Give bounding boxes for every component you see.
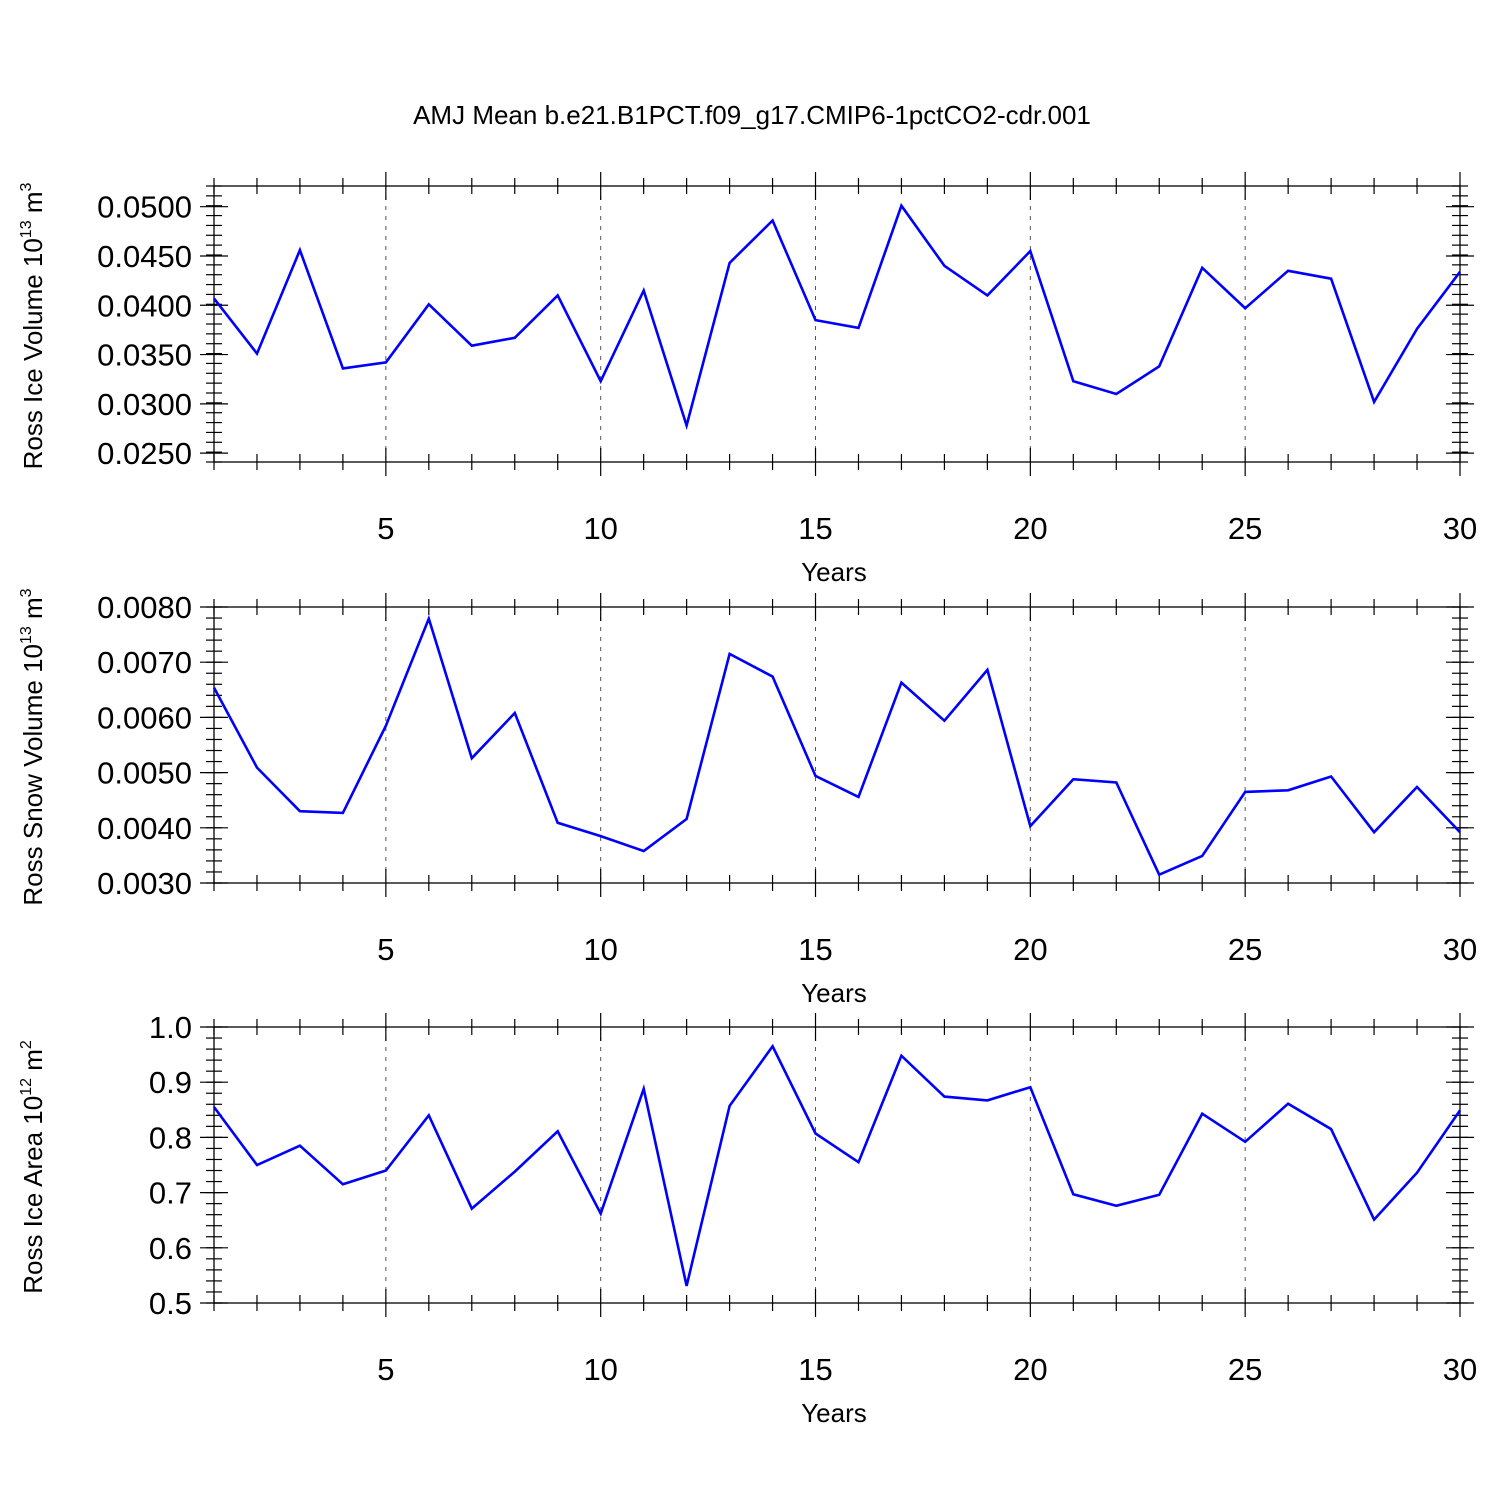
y-tick-label: 0.5 [149,1286,192,1321]
x-tick-label: 5 [377,1352,394,1387]
y-tick-label: 0.0250 [97,436,192,471]
x-tick-label: 20 [1013,932,1047,967]
y-axis-label-unit-exponent: 3 [18,182,35,191]
x-tick-label: 30 [1443,511,1477,546]
y-axis-label-text: Ross Snow Volume 10 [18,644,48,906]
y-tick-label: 0.7 [149,1176,192,1211]
series-line [212,1043,1462,1287]
y-tick-label: 0.9 [149,1065,192,1100]
plot-frame [213,606,1461,884]
y-axis-label-exponent: 13 [18,220,35,238]
panel-3: 0.5 0.6 0.7 0.8 0.9 1.0 5 10 15 20 25 30 Years Ross I… [18,1010,1477,1428]
y-axis-label: Ross Ice Volume 1013 m3 [18,182,48,469]
y-axis-label-exponent: 12 [18,1078,35,1096]
x-axis-label: Years [801,978,867,1008]
y-axis-label-text: Ross Ice Area 10 [18,1096,48,1294]
x-tick-label: 15 [798,511,832,546]
y-axis-label-unit: m [18,597,48,626]
x-tick-label: 20 [1013,511,1047,546]
series-line [212,202,1462,431]
y-axis-label-unit: m [18,191,48,220]
y-tick-label: 0.0450 [97,239,192,274]
y-tick-label: 0.0030 [97,866,192,901]
y-tick-label: 0.0070 [97,645,192,680]
y-tick-label: 0.0050 [97,756,192,791]
series-line [212,614,1461,877]
y-axis-label: Ross Snow Volume 1013 m3 [18,588,48,905]
y-axis-label-text: Ross Ice Volume 10 [18,238,48,469]
y-tick-label: 0.0400 [97,288,192,323]
x-tick-label: 25 [1228,1352,1262,1387]
y-tick-label: 0.8 [149,1120,192,1155]
x-tick-label: 15 [798,1352,832,1387]
plot-frame [213,1026,1461,1304]
y-tick-label: 0.0060 [97,700,192,735]
y-axis-label-exponent: 13 [18,626,35,644]
y-tick-label: 1.0 [149,1010,192,1045]
y-tick-label: 0.0300 [97,387,192,422]
y-axis-label-unit-exponent: 3 [18,588,35,597]
x-axis-label: Years [801,557,867,587]
y-tick-label: 0.0350 [97,338,192,373]
x-tick-label: 30 [1443,932,1477,967]
x-axis-label: Years [801,1398,867,1428]
x-tick-label: 25 [1228,511,1262,546]
y-tick-label: 0.0080 [97,590,192,625]
y-tick-label: 0.0500 [97,190,192,225]
x-tick-label: 5 [377,511,394,546]
x-tick-label: 5 [377,932,394,967]
panel-2: 0.0030 0.0040 0.0050 0.0060 0.0070 0.0080 5 10 1… [18,588,1477,1008]
chart-title: AMJ Mean b.e21.B1PCT.f09_g17.CMIP6-1pctC… [413,100,1091,130]
y-axis-label: Ross Ice Area 1012 m2 [18,1040,48,1294]
x-tick-label: 15 [798,932,832,967]
y-axis-label-unit-exponent: 2 [18,1040,35,1049]
x-tick-label: 10 [583,1352,617,1387]
x-tick-label: 10 [583,932,617,967]
x-tick-label: 25 [1228,932,1262,967]
y-axis-label-unit: m [18,1049,48,1078]
x-tick-label: 20 [1013,1352,1047,1387]
x-tick-label: 30 [1443,1352,1477,1387]
x-tick-label: 10 [583,511,617,546]
y-tick-label: 0.0040 [97,811,192,846]
y-tick-label: 0.6 [149,1231,192,1266]
panel-1: 0.0250 0.0300 0.0350 0.0400 0.0450 0.0500 5 10 1… [18,172,1477,587]
